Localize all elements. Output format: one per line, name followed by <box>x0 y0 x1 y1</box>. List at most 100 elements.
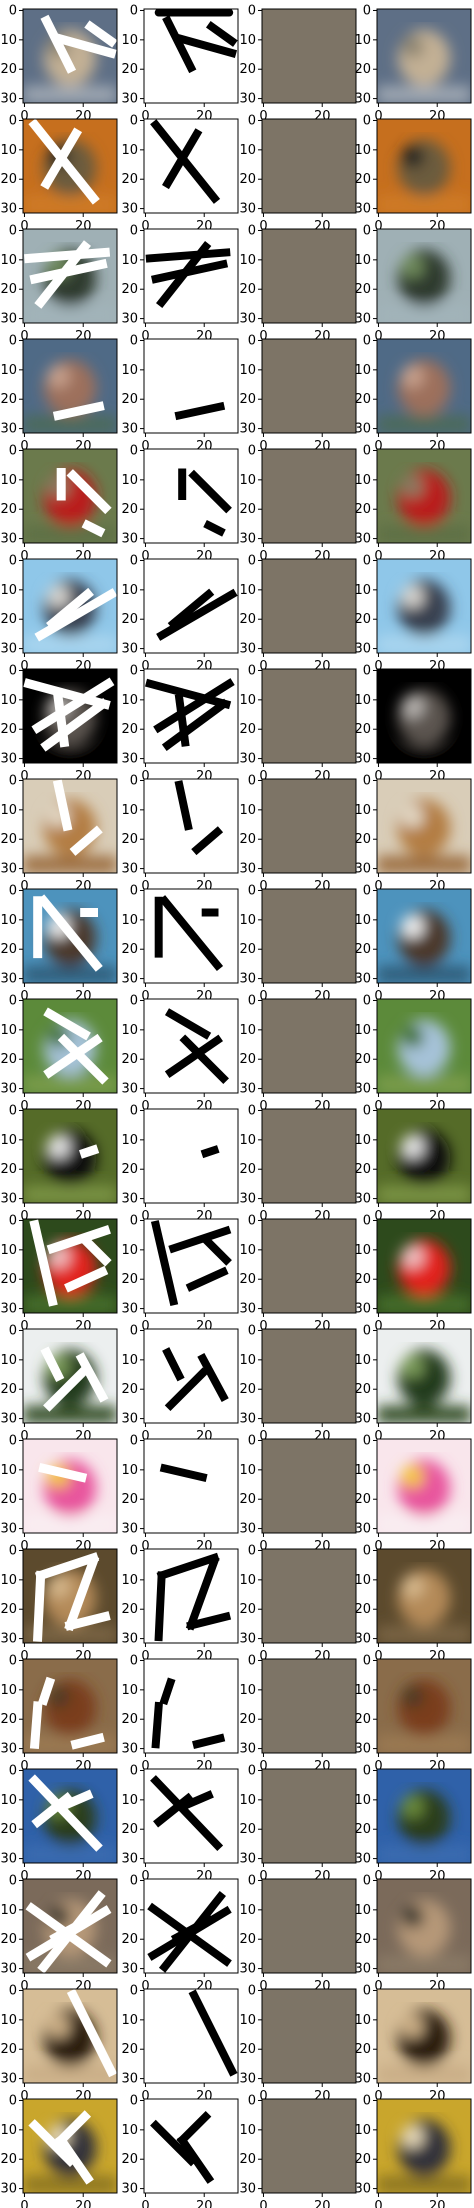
y-tick-label: 0 <box>248 1983 256 1998</box>
y-tick-label: 20 <box>239 1492 256 1507</box>
mask-background <box>144 1989 238 2083</box>
mask-background <box>144 1109 238 1203</box>
y-tick-label: 30 <box>239 202 256 217</box>
mask-stroke <box>53 693 70 748</box>
axes-frame <box>376 2098 472 2194</box>
x-tick-label: 0 <box>374 1869 382 1884</box>
y-tick-label: 20 <box>121 1382 138 1397</box>
mask-stroke <box>174 401 226 421</box>
axes-frame <box>22 228 118 324</box>
axes-frame <box>261 1988 357 2084</box>
flat-gray-fill <box>262 1219 356 1313</box>
mask-stroke <box>153 678 235 734</box>
y-tick-label: 30 <box>121 1302 138 1317</box>
flat-gray-fill <box>262 1659 356 1753</box>
y-tick-label: 10 <box>0 363 17 378</box>
mask-stroke <box>37 1676 56 1706</box>
x-tick-label: 0 <box>141 329 149 344</box>
axes-frame <box>22 1878 118 1974</box>
mask-stroke <box>147 1905 232 1961</box>
axes-frame <box>261 778 357 874</box>
y-tick-label: 10 <box>239 473 256 488</box>
highlight-blob <box>47 1575 70 1598</box>
axes-frame <box>143 448 239 544</box>
axes-frame <box>143 1438 239 1534</box>
y-tick-label: 10 <box>121 33 138 48</box>
y-tick-label: 10 <box>0 253 17 268</box>
x-tick-label: 0 <box>259 549 267 564</box>
y-tick-label: 0 <box>363 113 371 128</box>
y-tick-label: 20 <box>121 942 138 957</box>
x-tick-label: 0 <box>20 1319 28 1334</box>
ground-blob <box>377 1076 471 1093</box>
y-tick-label: 0 <box>130 883 138 898</box>
y-tick-label: 0 <box>9 443 17 458</box>
y-tick-label: 30 <box>239 1302 256 1317</box>
mask-stroke <box>144 678 232 710</box>
y-tick-label: 0 <box>363 553 371 568</box>
x-tick-label: 0 <box>259 1539 267 1554</box>
x-tick-label: 0 <box>141 219 149 234</box>
y-tick-label: 10 <box>0 143 17 158</box>
x-tick-label: 0 <box>374 219 382 234</box>
x-tick-label: 0 <box>141 1979 149 1994</box>
mask-stroke <box>37 894 103 972</box>
y-tick-label: 10 <box>354 473 371 488</box>
y-tick-label: 0 <box>9 113 17 128</box>
y-tick-label: 20 <box>354 172 371 187</box>
y-tick-label: 30 <box>121 1082 138 1097</box>
axes-frame <box>143 118 239 214</box>
y-tick-label: 30 <box>121 312 138 327</box>
mask-stroke <box>162 1347 185 1382</box>
y-tick-label: 30 <box>121 1632 138 1647</box>
mask-stroke <box>162 128 203 190</box>
axes-frame <box>143 1768 239 1864</box>
y-tick-label: 10 <box>121 583 138 598</box>
y-tick-label: 10 <box>121 1243 138 1258</box>
mask-stroke <box>167 588 215 630</box>
y-tick-label: 20 <box>121 1492 138 1507</box>
axes-frame <box>376 1988 472 2084</box>
mask-stroke <box>197 1352 229 1402</box>
y-tick-label: 30 <box>354 1302 371 1317</box>
ground-blob <box>23 306 117 323</box>
y-tick-label: 20 <box>0 282 17 297</box>
y-tick-label: 20 <box>121 1162 138 1177</box>
x-tick-label: 0 <box>141 1539 149 1554</box>
y-tick-label: 30 <box>0 92 17 107</box>
axes-frame <box>22 668 118 764</box>
ground-blob <box>23 1076 117 1093</box>
x-tick-label: 0 <box>374 1429 382 1444</box>
ground-blob <box>377 636 471 653</box>
x-tick-label: 20 <box>196 2199 213 2208</box>
mask-stroke <box>40 697 109 752</box>
y-tick-label: 10 <box>121 1353 138 1368</box>
y-tick-label: 20 <box>354 2042 371 2057</box>
y-tick-label: 10 <box>354 33 371 48</box>
x-tick-label: 0 <box>20 2199 28 2208</box>
mask-stroke <box>78 1144 100 1159</box>
x-tick-label: 0 <box>141 439 149 454</box>
axes-frame <box>261 1108 357 1204</box>
ground-blob <box>377 1736 471 1753</box>
mask-stroke <box>174 780 193 831</box>
y-tick-label: 0 <box>130 1653 138 1668</box>
x-tick-label: 0 <box>374 439 382 454</box>
mask-stroke <box>43 1007 91 1041</box>
y-tick-label: 20 <box>121 502 138 517</box>
highlight-blob <box>47 1135 70 1158</box>
x-tick-label: 0 <box>141 1099 149 1114</box>
y-tick-label: 10 <box>121 1903 138 1918</box>
mask-stroke <box>64 1554 100 1632</box>
y-tick-label: 10 <box>121 2013 138 2028</box>
y-tick-label: 0 <box>363 1543 371 1558</box>
flat-gray-fill <box>262 889 356 983</box>
axes-frame <box>22 778 118 874</box>
